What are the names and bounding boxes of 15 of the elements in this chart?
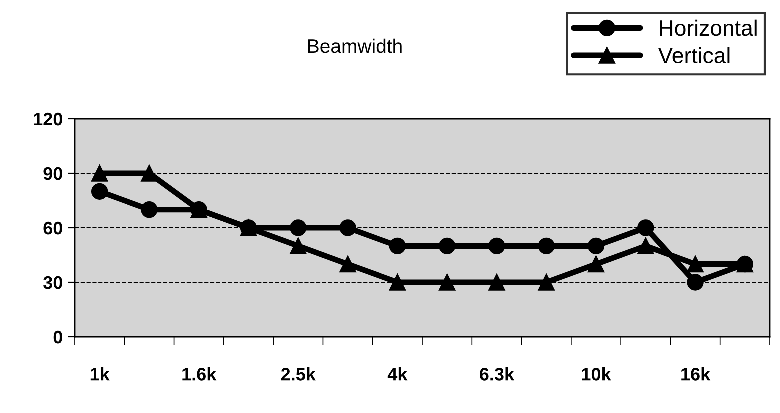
x-tick-label: 16k <box>682 368 711 381</box>
x-tick-label: 4k <box>388 368 408 381</box>
legend-label: Horizontal <box>660 20 757 36</box>
y-tick-label: 0 <box>54 330 62 344</box>
x-tick-label: 2.5k <box>281 368 316 381</box>
y-tick-label: 90 <box>44 167 62 180</box>
y-tick-label: 120 <box>34 112 62 126</box>
legend-label: Vertical <box>658 47 730 64</box>
chart-title: Beamwidth <box>308 38 402 54</box>
x-tick-label: 1k <box>90 368 110 381</box>
x-tick-label: 1.6k <box>182 368 217 381</box>
x-tick-label: 6.3k <box>480 368 515 381</box>
x-tick-label: 10k <box>582 368 612 381</box>
y-tick-label: 30 <box>44 276 62 290</box>
y-tick-label: 60 <box>44 222 62 235</box>
